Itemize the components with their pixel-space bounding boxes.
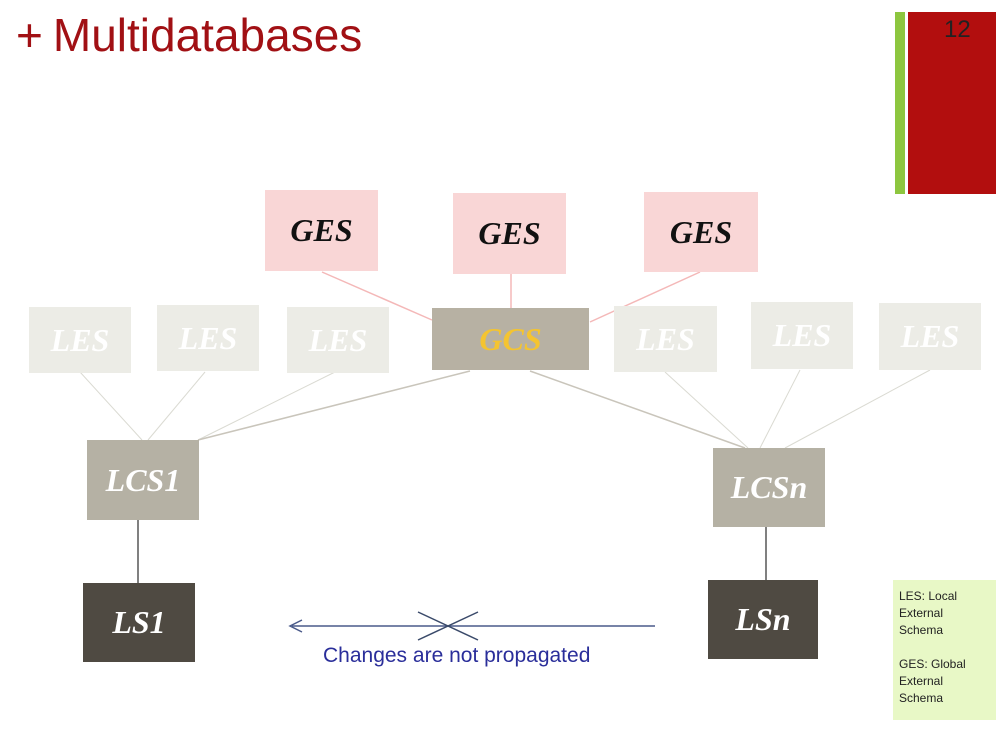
- edge-les4-lcsn: [664, 371, 749, 449]
- les-box-3: LES: [287, 307, 389, 373]
- title-plus: +: [16, 9, 43, 61]
- edge-gcs-lcsn: [529, 370, 746, 449]
- slide-number: 12: [944, 16, 971, 43]
- ges-box-2: GES: [453, 193, 566, 274]
- ls1-box: LS1: [83, 583, 195, 662]
- slide-title: + Multidatabases: [16, 8, 362, 62]
- edge-gcs-lcs1: [197, 370, 471, 441]
- lsn-box: LSn: [708, 580, 818, 659]
- accent-green-bar: [895, 12, 905, 194]
- legend-ges: GES: Global External Schema: [899, 657, 966, 705]
- edge-les2-lcs1: [147, 371, 206, 441]
- edge-ges3-gcs: [589, 271, 701, 323]
- edge-ges1-gcs: [321, 271, 433, 321]
- edge-les3-lcs1: [197, 371, 336, 441]
- les-box-2: LES: [157, 305, 259, 371]
- accent-red-box: [908, 12, 996, 194]
- edge-les6-lcsn: [784, 369, 931, 449]
- arrow-head: [288, 619, 303, 633]
- lcs1-box: LCS1: [87, 440, 199, 520]
- ges-box-3: GES: [644, 192, 758, 272]
- propagation-note: Changes are not propagated: [323, 644, 591, 667]
- les-box-1: LES: [29, 307, 131, 373]
- title-text: Multidatabases: [52, 9, 363, 61]
- les-box-4: LES: [614, 306, 717, 372]
- legend-les: LES: Local External Schema: [899, 589, 958, 637]
- edge-les5-lcsn: [759, 369, 801, 449]
- les-box-6: LES: [879, 303, 981, 370]
- gcs-box: GCS: [432, 308, 589, 370]
- ges-box-1: GES: [265, 190, 378, 271]
- les-box-5: LES: [751, 302, 853, 369]
- lcsn-box: LCSn: [713, 448, 825, 527]
- edge-les1-lcs1: [79, 371, 143, 441]
- cross-line-2: [417, 611, 479, 641]
- legend: LES: Local External Schema GES: Global E…: [893, 580, 996, 720]
